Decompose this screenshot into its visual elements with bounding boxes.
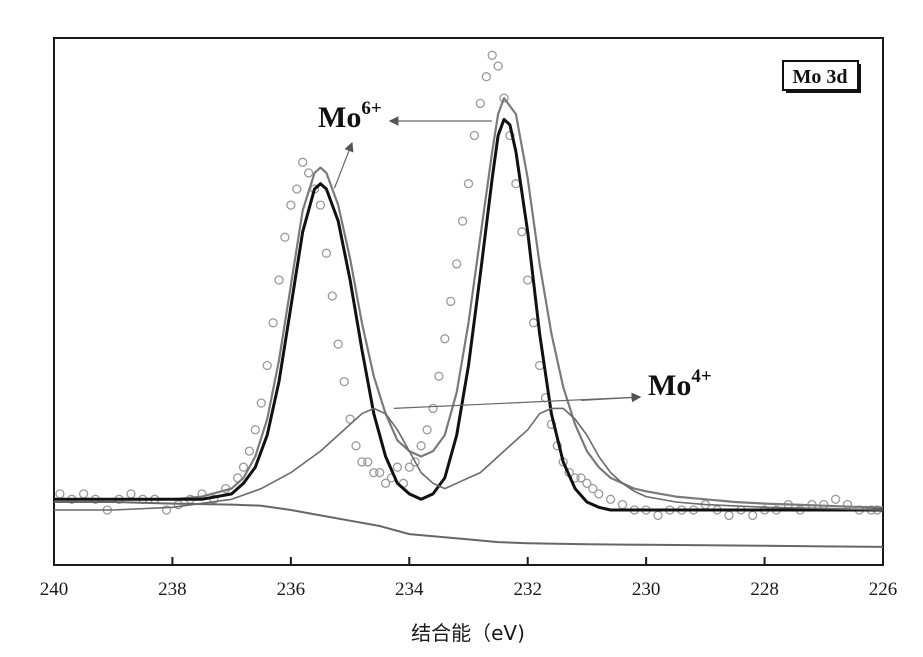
data-point — [724, 510, 734, 521]
data-point — [605, 494, 616, 504]
data-point — [830, 494, 841, 504]
x-axis-title: 结合能（eV) — [411, 621, 525, 645]
data-point — [339, 376, 349, 387]
data-point — [292, 184, 302, 194]
svg-text:Mo6+: Mo6+ — [318, 98, 382, 134]
data-point — [463, 179, 474, 189]
x-tick-label: 232 — [513, 579, 542, 600]
data-point — [369, 467, 379, 478]
data-point — [262, 360, 272, 371]
annotation-arrow — [581, 392, 642, 403]
data-point — [653, 510, 663, 521]
svg-text:Mo4+: Mo4+ — [648, 366, 712, 402]
data-point — [416, 441, 426, 451]
data-point — [256, 398, 266, 408]
data-point — [582, 478, 592, 488]
annotation-mo4-superscript: 4+ — [691, 366, 711, 387]
data-point — [286, 200, 296, 210]
data-point — [469, 130, 480, 141]
x-tick-label: 236 — [277, 579, 306, 600]
x-tick-label: 240 — [40, 579, 69, 600]
x-tick-label: 226 — [869, 579, 898, 600]
data-point — [161, 505, 172, 515]
annotation-mo4-base: Mo — [648, 369, 691, 402]
data-point — [487, 50, 497, 60]
data-point — [375, 467, 385, 478]
data-point — [78, 489, 89, 499]
data-point — [345, 414, 355, 424]
data-point — [523, 275, 533, 285]
annotation-mo4: Mo4+ — [648, 366, 712, 402]
data-point — [422, 425, 432, 435]
data-point — [499, 93, 509, 103]
data-point — [321, 248, 332, 258]
data-point — [481, 72, 491, 82]
data-point — [446, 296, 456, 307]
series-line-2 — [54, 117, 883, 512]
data-point — [357, 457, 367, 467]
x-tick-label: 228 — [750, 579, 779, 600]
data-point — [315, 200, 326, 210]
data-point — [528, 318, 539, 328]
data-point — [126, 489, 136, 499]
data-point — [327, 291, 337, 301]
series-line-1 — [54, 97, 884, 509]
data-point — [333, 339, 343, 349]
data-point — [274, 275, 284, 285]
data-point — [457, 216, 468, 226]
annotation-arrow — [333, 141, 354, 189]
series-line-4 — [54, 501, 884, 548]
x-axis-ticks: 240 238 236 234 232 230 228 226 — [40, 557, 898, 600]
x-tick-label: 230 — [632, 579, 661, 600]
annotation-mo6-superscript: 6+ — [361, 98, 381, 119]
series-layer — [54, 50, 884, 548]
data-point — [250, 425, 260, 435]
data-point — [576, 473, 586, 483]
data-point — [748, 510, 758, 521]
data-point — [493, 61, 503, 71]
series-line-3 — [54, 407, 884, 511]
panel-label: Mo 3d — [793, 66, 848, 88]
data-point — [475, 98, 485, 109]
annotation-mo6-base: Mo — [318, 101, 361, 134]
data-point — [434, 371, 444, 381]
annotation-arrows — [333, 116, 642, 409]
x-tick-label: 238 — [158, 579, 187, 600]
data-point — [298, 157, 308, 167]
data-point — [588, 483, 598, 494]
data-point — [428, 403, 438, 414]
data-point — [351, 441, 361, 451]
data-point — [303, 168, 314, 178]
data-point — [55, 489, 65, 499]
data-point — [594, 489, 604, 499]
data-point — [238, 462, 249, 472]
x-tick-label: 234 — [395, 579, 424, 600]
data-point — [452, 259, 462, 269]
data-point — [363, 457, 373, 467]
data-point — [268, 318, 278, 328]
panel-label-box: Mo 3d — [782, 60, 861, 93]
data-point — [392, 462, 403, 472]
data-point — [280, 232, 290, 242]
data-point — [410, 457, 420, 467]
data-point — [617, 499, 628, 510]
data-point — [440, 334, 450, 344]
annotation-mo6: Mo6+ — [318, 98, 382, 134]
data-point — [404, 462, 414, 472]
data-point — [380, 478, 391, 488]
plot-frame — [53, 37, 884, 566]
data-point — [517, 227, 527, 237]
data-point — [244, 446, 255, 456]
